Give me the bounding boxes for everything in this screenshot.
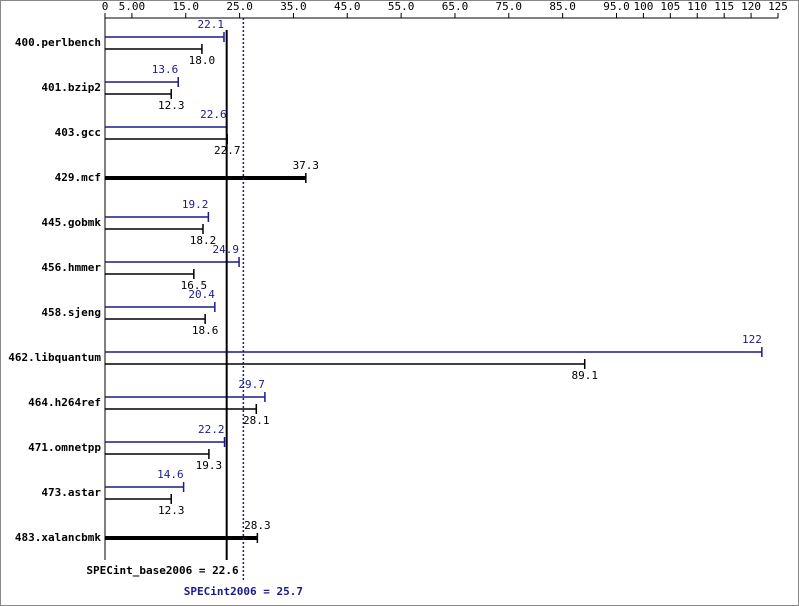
category-label: 471.omnetpp — [28, 441, 101, 454]
x-tick-label: 15.0 — [173, 0, 200, 13]
x-tick-label: 35.0 — [280, 0, 307, 13]
category-label: 445.gobmk — [41, 216, 101, 229]
x-tick-label: 65.0 — [442, 0, 469, 13]
value-label: 22.6 — [200, 108, 227, 121]
x-tick-label: 100 — [633, 0, 653, 13]
category-label: 429.mcf — [55, 171, 101, 184]
value-label: 22.2 — [198, 423, 225, 436]
value-label: 18.2 — [190, 234, 217, 247]
reference-label: SPECint_base2006 = 22.6 — [86, 564, 239, 577]
x-tick-label: 85.0 — [549, 0, 576, 13]
category-label: 403.gcc — [55, 126, 101, 139]
x-tick-label: 110 — [687, 0, 707, 13]
x-tick-label: 105 — [660, 0, 680, 13]
x-tick-label: 125 — [768, 0, 788, 13]
value-label: 89.1 — [571, 369, 598, 382]
x-tick-label: 115 — [714, 0, 734, 13]
category-label: 456.hmmer — [41, 261, 101, 274]
value-label: 19.2 — [182, 198, 209, 211]
category-label: 458.sjeng — [41, 306, 101, 319]
value-label: 122 — [742, 333, 762, 346]
category-label: 401.bzip2 — [41, 81, 101, 94]
value-label: 18.6 — [192, 324, 219, 337]
value-label: 12.3 — [158, 99, 185, 112]
x-tick-label: 5.00 — [119, 0, 146, 13]
category-label: 473.astar — [41, 486, 101, 499]
value-label: 14.6 — [157, 468, 184, 481]
category-label: 483.xalancbmk — [15, 531, 101, 544]
reference-label: SPECint2006 = 25.7 — [184, 585, 303, 598]
value-label: 19.3 — [196, 459, 223, 472]
value-label: 28.1 — [243, 414, 270, 427]
x-tick-label: 0 — [102, 0, 109, 13]
x-tick-label: 95.0 — [603, 0, 630, 13]
value-label: 22.1 — [197, 18, 224, 31]
value-label: 12.3 — [158, 504, 185, 517]
value-label: 29.7 — [238, 378, 265, 391]
value-label: 16.5 — [181, 279, 208, 292]
x-tick-label: 45.0 — [334, 0, 361, 13]
value-label: 20.4 — [188, 288, 215, 301]
category-label: 400.perlbench — [15, 36, 101, 49]
x-tick-label: 120 — [741, 0, 761, 13]
value-label: 37.3 — [293, 159, 320, 172]
value-label: 18.0 — [189, 54, 216, 67]
x-tick-label: 55.0 — [388, 0, 415, 13]
value-label: 13.6 — [152, 63, 179, 76]
x-tick-label: 25.0 — [226, 0, 253, 13]
value-label: 28.3 — [244, 519, 271, 532]
category-label: 462.libquantum — [8, 351, 101, 364]
x-tick-label: 75.0 — [496, 0, 523, 13]
category-label: 464.h264ref — [28, 396, 101, 409]
